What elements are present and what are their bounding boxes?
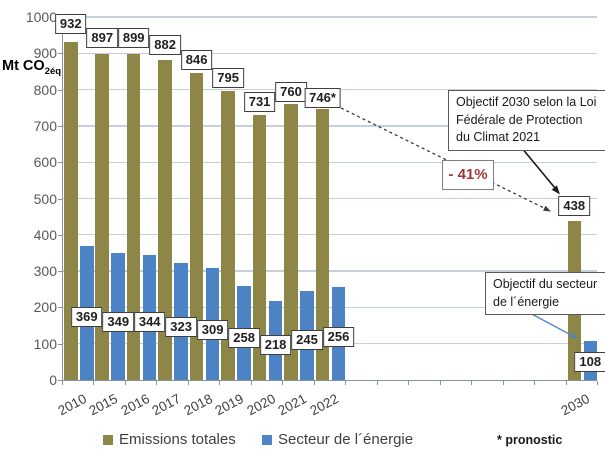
y-tick-label: 0	[49, 372, 57, 388]
x-axis-tick	[124, 381, 126, 385]
y-axis-tick	[58, 343, 62, 345]
value-label-energie-2018: 309	[196, 320, 229, 340]
value-label-energie-2020: 218	[259, 335, 292, 355]
value-label-emissions-2015: 897	[86, 28, 119, 48]
value-label-energie-2030: 108	[574, 352, 605, 372]
x-axis-tick	[565, 381, 567, 385]
y-axis-tick	[58, 234, 62, 236]
gridline	[62, 16, 597, 18]
y-tick-label: 700	[33, 117, 57, 134]
bar-emissions-2018	[189, 72, 204, 380]
x-axis-tick	[345, 381, 347, 385]
annotation-objectif-2030-line3: du Climat 2021	[456, 130, 541, 144]
x-axis-tick	[62, 381, 63, 385]
gridline	[62, 306, 597, 309]
y-tick-label: 100	[33, 335, 57, 352]
x-axis-tick	[597, 381, 598, 385]
y-axis-title-text: Mt CO	[2, 58, 45, 74]
y-tick-label: 200	[33, 299, 57, 316]
annotation-objectif-secteur: Objectif du secteur de l´énergie	[485, 272, 605, 315]
x-axis-label-2030: 2030	[558, 391, 593, 419]
annotation-objectif-secteur-line1: Objectif du secteur	[493, 277, 598, 291]
x-axis-tick	[534, 381, 536, 385]
x-axis-tick	[250, 381, 252, 385]
value-label-emissions-2021: 760	[275, 82, 307, 102]
value-label-emissions-2017: 882	[149, 35, 182, 55]
value-label-energie-2021: 245	[291, 330, 323, 350]
y-axis-tick	[58, 198, 62, 200]
value-label-emissions-2016: 899	[117, 28, 150, 48]
bar-emissions-2015	[95, 54, 109, 380]
value-label-emissions-2022: 746*	[304, 88, 341, 108]
legend: Emissions totales Secteur de l´énergie	[0, 429, 605, 451]
x-axis-tick	[93, 381, 95, 385]
y-tick-label: 1000	[25, 9, 57, 25]
x-axis-tick	[219, 381, 221, 385]
value-label-energie-2010: 369	[70, 307, 103, 327]
y-tick-label: 400	[33, 226, 57, 243]
x-axis-tick	[439, 381, 441, 385]
y-axis-tick	[58, 125, 62, 127]
x-axis-tick	[313, 381, 315, 385]
value-label-energie-2016: 344	[133, 312, 166, 332]
x-axis-tick	[471, 381, 473, 385]
value-label-emissions-2020: 731	[243, 92, 276, 112]
legend-item-emissions-totales: Emissions totales	[103, 431, 236, 448]
y-tick-label: 800	[33, 81, 57, 98]
legend-item-secteur-energie: Secteur de l´énergie	[262, 431, 413, 448]
annotation-reduction-percent: - 41%	[442, 160, 494, 190]
x-axis-tick	[502, 381, 504, 385]
pronostic-note: * pronostic	[497, 433, 563, 447]
annotation-objectif-2030-line1: Objectif 2030 selon la Loi	[456, 95, 597, 109]
value-label-energie-2017: 323	[165, 317, 198, 337]
y-axis-tick	[58, 162, 62, 164]
y-axis-tick	[58, 89, 62, 91]
x-axis-tick	[187, 381, 189, 385]
gridline	[62, 270, 597, 272]
gridline	[62, 161, 597, 163]
bar-emissions-2019	[221, 91, 235, 380]
y-axis-tick	[58, 53, 62, 55]
bar-emissions-2022	[315, 109, 330, 380]
gridline	[62, 52, 597, 54]
gridline	[62, 197, 597, 200]
bar-emissions-2020	[252, 114, 267, 380]
y-tick-label: 900	[33, 45, 57, 62]
legend-label-emissions-totales: Emissions totales	[119, 431, 236, 448]
bar-emissions-2021	[284, 104, 298, 380]
x-axis-line	[58, 380, 597, 382]
y-tick-label: 600	[33, 154, 57, 171]
gridline	[62, 125, 597, 127]
legend-label-secteur-energie: Secteur de l´énergie	[278, 431, 414, 448]
y-axis-tick	[58, 307, 62, 309]
y-axis-tick	[58, 271, 62, 273]
y-axis-line	[62, 17, 64, 380]
bar-emissions-2016	[126, 53, 141, 380]
legend-swatch-secteur-energie	[262, 434, 272, 445]
x-axis-tick	[156, 381, 158, 385]
y-axis-title-subscript: 2éq	[44, 65, 62, 77]
y-axis-title: Mt CO2éq	[2, 58, 61, 77]
x-axis-tick	[282, 381, 284, 385]
annotation-objectif-secteur-line2: de l´énergie	[493, 294, 560, 309]
gridline	[62, 234, 597, 236]
legend-swatch-emissions-totales	[103, 434, 113, 445]
value-label-energie-2015: 349	[102, 312, 135, 332]
value-label-emissions-2030: 438	[558, 196, 591, 216]
value-label-energie-2022: 256	[322, 327, 355, 347]
value-label-emissions-2010: 932	[54, 14, 87, 34]
bar-emissions-2017	[158, 59, 172, 380]
annotation-objectif-2030: Objectif 2030 selon la Loi Fédérale de P…	[448, 90, 605, 151]
x-axis-tick	[376, 381, 378, 385]
value-label-emissions-2018: 846	[180, 50, 213, 70]
y-tick-label: 500	[33, 190, 57, 207]
y-tick-label: 300	[33, 263, 57, 280]
x-axis-tick	[408, 381, 410, 385]
value-label-emissions-2019: 795	[212, 68, 244, 88]
value-label-energie-2019: 258	[228, 328, 260, 348]
annotation-objectif-2030-line2: Fédérale de Protection	[456, 112, 583, 127]
bar-emissions-2010	[64, 41, 78, 380]
